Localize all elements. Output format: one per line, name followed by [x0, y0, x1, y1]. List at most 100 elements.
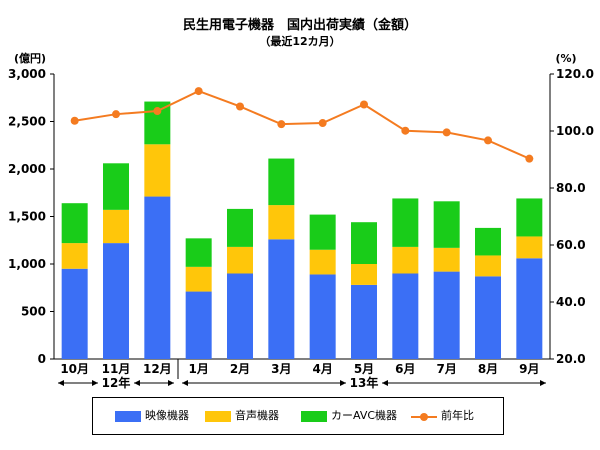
- line-point-yoy: [484, 136, 492, 145]
- bar-car-avc: [433, 201, 460, 248]
- bar-audio: [227, 246, 253, 274]
- line-yoy: [74, 90, 530, 160]
- bar-audio: [433, 247, 460, 272]
- y-tick-label-left: 0: [38, 352, 46, 366]
- bar-video: [103, 243, 129, 359]
- bar-audio: [185, 266, 212, 292]
- x-tick-label: 1月: [188, 362, 208, 376]
- x-tick-label: 6月: [395, 362, 415, 376]
- legend-swatch-audio: [205, 410, 231, 422]
- x-tick-label: 9月: [519, 362, 539, 376]
- legend-item-audio: 音声機器: [205, 409, 279, 423]
- bar-audio: [309, 249, 336, 275]
- bar-car-avc: [309, 214, 336, 250]
- line-point-yoy: [442, 128, 451, 137]
- bar-video: [351, 284, 377, 359]
- line-point-yoy: [70, 116, 79, 125]
- bar-video: [392, 273, 419, 359]
- y-tick-label-right: 60.0: [556, 238, 586, 252]
- bar-video: [185, 291, 212, 359]
- year-arrow-13-left-head-right: [340, 380, 346, 386]
- year-label-13: 13年: [350, 375, 379, 390]
- year-arrow-13-right-head-left: [382, 380, 388, 386]
- bar-audio: [268, 205, 295, 240]
- line-point-yoy: [112, 110, 120, 119]
- bar-car-avc: [516, 198, 543, 237]
- legend-item-car-avc: カーAVC機器: [301, 409, 397, 423]
- y-tick-label-left: 2,500: [8, 115, 46, 129]
- bar-video: [144, 196, 171, 359]
- legend-item-video: 映像機器: [115, 409, 189, 423]
- x-tick-label: 11月: [102, 362, 131, 376]
- line-point-yoy: [525, 154, 534, 163]
- line-point-yoy: [153, 107, 162, 116]
- x-tick-label: 2月: [230, 362, 250, 376]
- line-point-yoy: [194, 87, 203, 96]
- year-arrow-13-left-head-left: [182, 380, 188, 386]
- bar-video: [61, 268, 88, 359]
- year-arrow-12-left-head-left: [58, 380, 64, 386]
- year-arrow-13-right-head-right: [540, 380, 546, 386]
- y-tick-label-right: 120.0: [556, 67, 594, 81]
- bar-audio: [61, 243, 88, 269]
- legend-label-yoy: 前年比: [441, 409, 474, 422]
- bar-car-avc: [351, 222, 377, 264]
- bar-audio: [392, 246, 419, 274]
- bar-video: [433, 271, 460, 359]
- bar-video: [309, 274, 336, 359]
- x-tick-label: 4月: [312, 362, 332, 376]
- bar-video: [268, 239, 295, 359]
- bar-car-avc: [227, 208, 253, 247]
- bar-car-avc: [475, 227, 501, 256]
- y-tick-label-right: 100.0: [556, 124, 594, 138]
- x-tick-label: 5月: [354, 362, 374, 376]
- bar-audio: [351, 264, 377, 285]
- bar-audio: [475, 255, 501, 277]
- legend-item-yoy: 前年比: [411, 409, 474, 423]
- line-point-yoy: [401, 126, 410, 135]
- line-point-yoy: [360, 100, 368, 109]
- y-tick-label-right: 20.0: [556, 352, 586, 366]
- y-tick-label-left: 2,000: [8, 162, 46, 176]
- x-tick-label: 7月: [436, 362, 456, 376]
- line-point-yoy: [318, 119, 327, 128]
- y-tick-label-left: 1,500: [8, 210, 46, 224]
- chart-subtitle: （最近12カ月）: [259, 35, 341, 48]
- legend-label-audio: 音声機器: [235, 409, 279, 422]
- bar-car-avc: [268, 158, 295, 206]
- legend: 映像機器 音声機器 カーAVC機器 前年比: [92, 397, 504, 435]
- legend-label-car-avc: カーAVC機器: [331, 409, 398, 422]
- y-tick-label-left: 3,000: [8, 67, 46, 81]
- line-point-yoy: [277, 120, 286, 129]
- y-tick-label-left: 1,000: [8, 257, 46, 271]
- bar-car-avc: [103, 163, 129, 210]
- bar-video: [475, 276, 501, 359]
- chart-title: 民生用電子機器 国内出荷実績（金額）: [182, 18, 417, 33]
- y-axis-left-unit: (億円): [14, 51, 46, 65]
- year-label-12: 12年: [102, 375, 131, 390]
- bar-audio: [516, 236, 543, 259]
- y-tick-label-right: 80.0: [556, 181, 586, 195]
- legend-line-yoy: [411, 411, 437, 422]
- x-tick-label: 10月: [60, 362, 89, 376]
- year-arrow-12-right-head-right: [168, 380, 174, 386]
- legend-label-video: 映像機器: [145, 409, 189, 422]
- bar-car-avc: [185, 238, 212, 267]
- bar-video: [516, 258, 543, 359]
- year-arrow-12-right-head-left: [134, 380, 140, 386]
- y-tick-label-right: 40.0: [556, 295, 586, 309]
- legend-swatch-car-avc: [301, 410, 327, 422]
- x-tick-label: 8月: [478, 362, 498, 376]
- x-tick-label: 12月: [143, 362, 172, 376]
- y-axis-right-unit: (%): [555, 52, 576, 65]
- bar-video: [227, 273, 253, 359]
- line-point-yoy: [236, 102, 244, 111]
- y-tick-label-left: 500: [21, 305, 46, 319]
- bar-car-avc: [61, 203, 88, 244]
- legend-swatch-video: [115, 410, 141, 422]
- bar-audio: [144, 144, 171, 197]
- x-tick-label: 3月: [271, 362, 291, 376]
- bar-car-avc: [392, 198, 419, 247]
- year-arrow-12-left-head-right: [92, 380, 98, 386]
